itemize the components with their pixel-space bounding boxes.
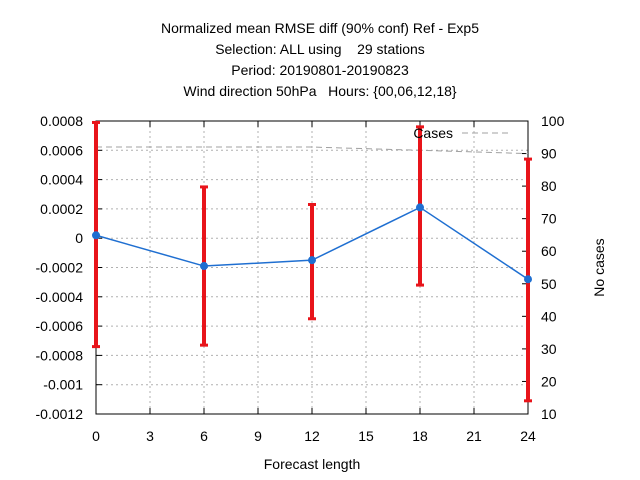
data-point	[92, 231, 100, 240]
y-tick-label: 0.0006	[40, 142, 83, 158]
x-tick-label: 0	[92, 428, 100, 444]
y-tick-label: -0.0012	[36, 406, 84, 422]
x-tick-label: 21	[466, 428, 482, 444]
series-layer	[92, 120, 532, 403]
y2-tick-label: 10	[541, 406, 557, 422]
y2-tick-label: 80	[541, 178, 557, 194]
x-tick-label: 15	[358, 428, 374, 444]
y2-tick-label: 70	[541, 211, 557, 227]
legend: Cases	[413, 125, 512, 141]
x-tick-label: 9	[254, 428, 262, 444]
data-point	[200, 262, 208, 271]
y2-tick-label: 100	[541, 113, 565, 129]
y-tick-label: 0.0008	[40, 113, 83, 129]
x-tick-label: 3	[146, 428, 154, 444]
y-tick-label: 0.0002	[40, 201, 83, 217]
data-point	[416, 203, 424, 212]
chart-title-line-3: Period: 20190801-20190823	[231, 62, 409, 78]
chart-title-line-1: Normalized mean RMSE diff (90% conf) Ref…	[161, 20, 479, 36]
chart-title-line-4: Wind direction 50hPa Hours: {00,06,12,18…	[183, 83, 457, 99]
y2-tick-label: 30	[541, 341, 557, 357]
y-tick-label: -0.0008	[36, 347, 84, 363]
y2-tick-label: 20	[541, 373, 557, 389]
legend-label-cases: Cases	[413, 125, 453, 141]
cases-line	[96, 146, 529, 155]
x-axis-label: Forecast length	[264, 456, 361, 472]
y-tick-label: -0.0006	[36, 318, 84, 334]
chart-title-line-2: Selection: ALL using 29 stations	[215, 41, 425, 57]
y2-tick-label: 90	[541, 146, 557, 162]
x-tick-label: 24	[520, 428, 536, 444]
y-tick-label: 0.0004	[40, 172, 83, 188]
y-tick-label: -0.0004	[36, 289, 84, 305]
ticks-layer: 0 3 6 9 12 15 18 21 240.00080.00060.00040.00020-…	[36, 113, 565, 444]
x-tick-label: 18	[412, 428, 428, 444]
y2-axis-label: No cases	[591, 238, 607, 296]
y2-tick-label: 50	[541, 276, 557, 292]
y2-tick-label: 60	[541, 243, 557, 259]
y-tick-label: 0	[75, 230, 83, 246]
y2-tick-label: 40	[541, 308, 557, 324]
data-point	[308, 256, 316, 265]
x-tick-label: 6	[200, 428, 208, 444]
y-tick-label: -0.001	[43, 377, 83, 393]
x-tick-label: 12	[304, 428, 320, 444]
y-tick-label: -0.0002	[36, 260, 84, 276]
data-point	[524, 275, 532, 284]
